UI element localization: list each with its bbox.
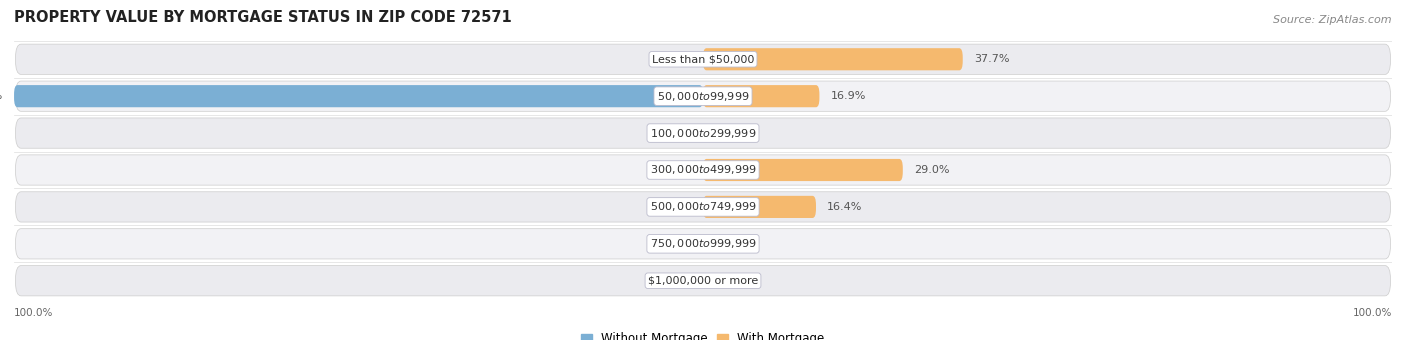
Text: 0.0%: 0.0%	[664, 128, 692, 138]
Text: Less than $50,000: Less than $50,000	[652, 54, 754, 64]
FancyBboxPatch shape	[703, 48, 963, 70]
Text: 0.0%: 0.0%	[714, 239, 742, 249]
FancyBboxPatch shape	[703, 85, 820, 107]
Text: $300,000 to $499,999: $300,000 to $499,999	[650, 164, 756, 176]
Legend: Without Mortgage, With Mortgage: Without Mortgage, With Mortgage	[576, 328, 830, 340]
FancyBboxPatch shape	[15, 229, 1391, 259]
FancyBboxPatch shape	[15, 44, 1391, 74]
Text: $500,000 to $749,999: $500,000 to $749,999	[650, 200, 756, 214]
Text: 0.0%: 0.0%	[714, 128, 742, 138]
Text: 0.0%: 0.0%	[714, 276, 742, 286]
FancyBboxPatch shape	[703, 196, 815, 218]
Text: PROPERTY VALUE BY MORTGAGE STATUS IN ZIP CODE 72571: PROPERTY VALUE BY MORTGAGE STATUS IN ZIP…	[14, 10, 512, 25]
FancyBboxPatch shape	[15, 266, 1391, 296]
Text: 100.0%: 100.0%	[14, 308, 53, 319]
Text: $50,000 to $99,999: $50,000 to $99,999	[657, 90, 749, 103]
Text: 16.9%: 16.9%	[831, 91, 866, 101]
Text: 37.7%: 37.7%	[974, 54, 1010, 64]
FancyBboxPatch shape	[703, 159, 903, 181]
Text: 16.4%: 16.4%	[827, 202, 862, 212]
FancyBboxPatch shape	[14, 85, 703, 107]
Text: 100.0%: 100.0%	[0, 91, 3, 101]
Text: $100,000 to $299,999: $100,000 to $299,999	[650, 126, 756, 140]
Text: 100.0%: 100.0%	[1353, 308, 1392, 319]
FancyBboxPatch shape	[15, 155, 1391, 185]
Text: 0.0%: 0.0%	[664, 165, 692, 175]
FancyBboxPatch shape	[15, 118, 1391, 148]
Text: 0.0%: 0.0%	[664, 239, 692, 249]
Text: 29.0%: 29.0%	[914, 165, 949, 175]
FancyBboxPatch shape	[15, 192, 1391, 222]
Text: Source: ZipAtlas.com: Source: ZipAtlas.com	[1274, 15, 1392, 25]
Text: 0.0%: 0.0%	[664, 202, 692, 212]
Text: 0.0%: 0.0%	[664, 276, 692, 286]
Text: 0.0%: 0.0%	[664, 54, 692, 64]
Text: $750,000 to $999,999: $750,000 to $999,999	[650, 237, 756, 250]
Text: $1,000,000 or more: $1,000,000 or more	[648, 276, 758, 286]
FancyBboxPatch shape	[15, 81, 1391, 111]
